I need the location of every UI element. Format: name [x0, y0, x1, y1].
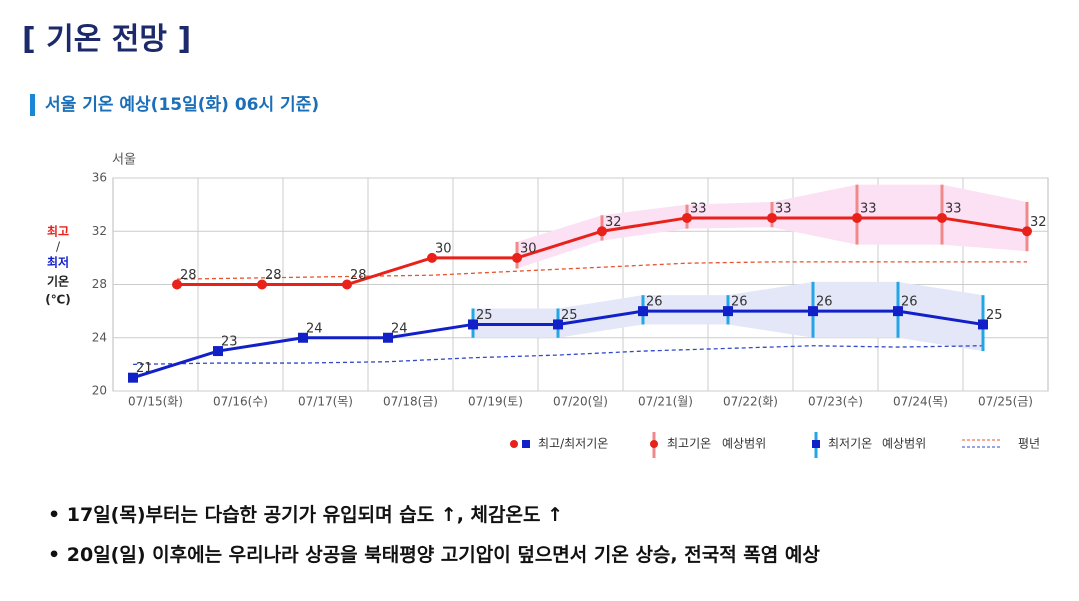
data-label: 26	[901, 295, 918, 310]
x-tick-label: 07/21(월)	[638, 395, 693, 409]
data-label: 24	[391, 321, 408, 336]
data-label: 25	[476, 308, 493, 323]
point	[978, 319, 988, 330]
data-label: 28	[180, 268, 197, 283]
x-tick-label: 07/19(토)	[468, 395, 523, 409]
data-label: 28	[265, 268, 282, 283]
bullet-text: 17일(목)부터는 다습한 공기가 유입되며 습도 ↑, 체감온도 ↑	[66, 504, 564, 526]
data-label: 26	[731, 295, 748, 310]
normal-line	[132, 345, 984, 366]
data-label: 25	[561, 308, 578, 323]
bullet: • 20일(일) 이후에는 우리나라 상공을 북태평양 고기압이 덮으면서 기온…	[48, 544, 820, 566]
point	[257, 279, 267, 290]
subtitle: 서울 기온 예상(15일(화) 06시 기준)	[30, 94, 319, 116]
point	[553, 319, 563, 330]
data-label: 25	[986, 308, 1003, 323]
data-label: 26	[816, 295, 833, 310]
point	[597, 226, 607, 237]
x-tick-label: 07/20(일)	[553, 395, 608, 409]
data-label: 32	[605, 215, 622, 230]
data-label: 33	[690, 201, 707, 216]
y-tick-label: 32	[92, 224, 107, 238]
location-label: 서울	[112, 153, 136, 168]
point	[893, 306, 903, 317]
x-tick-label: 07/16(수)	[213, 395, 268, 409]
data-label: 33	[945, 201, 962, 216]
y-label-high: 최고	[47, 224, 69, 239]
data-label: 26	[646, 295, 663, 310]
y-label-unit: (℃)	[45, 293, 71, 307]
point	[1022, 226, 1032, 237]
point	[808, 306, 818, 317]
point	[937, 212, 947, 223]
data-label: 24	[306, 321, 323, 336]
data-label: 32	[1030, 215, 1047, 230]
point	[128, 372, 138, 383]
point	[383, 332, 393, 343]
bullet: • 17일(목)부터는 다습한 공기가 유입되며 습도 ↑, 체감온도 ↑	[48, 504, 564, 526]
legend-label: 예상범위	[882, 437, 926, 451]
x-tick-label: 07/25(금)	[978, 395, 1033, 409]
x-tick-label: 07/23(수)	[808, 395, 863, 409]
legend-icon	[650, 440, 658, 448]
y-tick-label: 28	[92, 277, 107, 291]
point	[682, 212, 692, 223]
y-label-word: 기온	[47, 274, 69, 289]
point	[638, 306, 648, 317]
point	[468, 319, 478, 330]
legend-icon	[522, 440, 530, 448]
legend-icon	[812, 440, 820, 448]
y-tick-label: 36	[92, 171, 107, 185]
y-label-sep: /	[56, 240, 61, 254]
y-label-low: 최저	[47, 255, 69, 270]
legend-label: 평년	[1018, 437, 1040, 451]
y-tick-label: 20	[92, 384, 107, 398]
x-tick-label: 07/22(화)	[723, 395, 778, 409]
point	[723, 306, 733, 317]
bullet-text: 20일(일) 이후에는 우리나라 상공을 북태평양 고기압이 덮으면서 기온 상…	[66, 544, 820, 566]
x-tick-label: 07/17(목)	[298, 395, 353, 409]
point	[767, 212, 777, 223]
data-label: 30	[435, 241, 452, 256]
x-tick-label: 07/15(화)	[128, 395, 183, 409]
legend-label: 예상범위	[722, 437, 766, 451]
data-label: 33	[860, 201, 877, 216]
point	[213, 346, 223, 357]
data-label: 28	[350, 268, 367, 283]
y-tick-label: 24	[92, 330, 107, 344]
legend-label: 최저기온	[828, 437, 872, 451]
point	[852, 212, 862, 223]
normal-line	[176, 261, 1027, 280]
point	[512, 252, 522, 263]
data-label: 21	[136, 361, 153, 376]
legend-icon	[510, 440, 518, 448]
point	[427, 252, 437, 263]
point	[172, 279, 182, 290]
data-label: 30	[520, 241, 537, 256]
point	[298, 332, 308, 343]
x-tick-label: 07/24(목)	[893, 395, 948, 409]
slide-title: [ 기온 전망 ]	[22, 22, 192, 57]
legend-label: 최고/최저기온	[538, 437, 608, 451]
data-label: 33	[775, 201, 792, 216]
point	[342, 279, 352, 290]
x-tick-label: 07/18(금)	[383, 395, 438, 409]
legend-label: 최고기온	[667, 437, 711, 451]
data-label: 23	[221, 335, 238, 350]
bullet-list: • 17일(목)부터는 다습한 공기가 유입되며 습도 ↑, 체감온도 ↑ • …	[48, 500, 820, 580]
